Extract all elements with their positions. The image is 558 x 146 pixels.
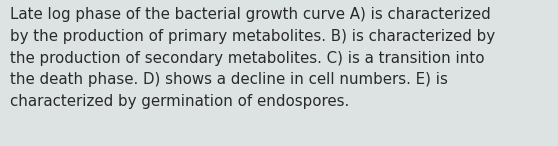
Text: Late log phase of the bacterial growth curve A) is characterized
by the producti: Late log phase of the bacterial growth c… (10, 7, 495, 109)
